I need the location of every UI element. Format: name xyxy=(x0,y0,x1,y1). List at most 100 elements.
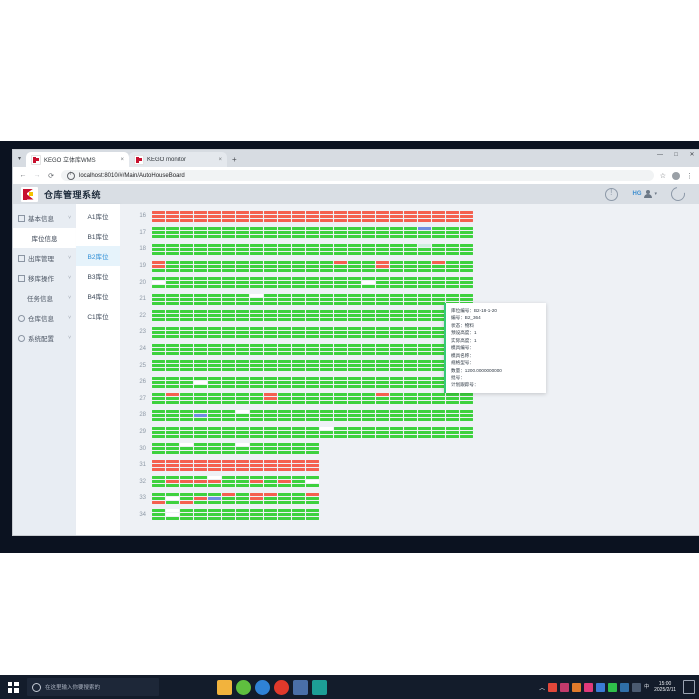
location-cell[interactable] xyxy=(236,476,249,488)
location-bar[interactable] xyxy=(194,301,207,305)
location-bar[interactable] xyxy=(236,443,249,447)
location-bar[interactable] xyxy=(404,397,417,401)
location-bar[interactable] xyxy=(278,509,291,513)
location-bar[interactable] xyxy=(208,318,221,322)
location-bar[interactable] xyxy=(348,268,361,272)
location-bar[interactable] xyxy=(334,334,347,338)
location-cell[interactable] xyxy=(194,376,207,388)
location-bar[interactable] xyxy=(250,401,263,405)
location-bar[interactable] xyxy=(390,368,403,372)
location-bar[interactable] xyxy=(264,368,277,372)
location-cell[interactable] xyxy=(250,243,263,255)
location-bar[interactable] xyxy=(418,214,431,218)
location-bar[interactable] xyxy=(166,277,179,281)
location-bar[interactable] xyxy=(166,480,179,484)
location-bar[interactable] xyxy=(432,301,445,305)
location-cell[interactable] xyxy=(250,260,263,272)
location-cell[interactable] xyxy=(222,210,235,222)
location-cell[interactable] xyxy=(236,409,249,421)
location-cell[interactable] xyxy=(166,492,179,504)
location-cell[interactable] xyxy=(166,360,179,372)
location-bar[interactable] xyxy=(446,218,459,222)
location-cell[interactable] xyxy=(390,210,403,222)
location-bar[interactable] xyxy=(390,384,403,388)
location-cell[interactable] xyxy=(264,426,277,438)
location-cell[interactable] xyxy=(222,326,235,338)
location-bar[interactable] xyxy=(348,281,361,285)
location-bar[interactable] xyxy=(418,434,431,438)
location-cell[interactable] xyxy=(208,492,221,504)
location-bar[interactable] xyxy=(418,285,431,289)
location-bar[interactable] xyxy=(432,310,445,314)
location-bar[interactable] xyxy=(208,260,221,264)
location-cell[interactable] xyxy=(390,293,403,305)
location-cell[interactable] xyxy=(278,476,291,488)
location-bar[interactable] xyxy=(390,260,403,264)
location-bar[interactable] xyxy=(348,260,361,264)
location-bar[interactable] xyxy=(306,397,319,401)
location-bar[interactable] xyxy=(348,247,361,251)
location-bar[interactable] xyxy=(180,376,193,380)
location-bar[interactable] xyxy=(348,417,361,421)
location-bar[interactable] xyxy=(208,231,221,235)
location-bar[interactable] xyxy=(180,247,193,251)
warehouse-board[interactable]: 16 17 18 19 20 21 22 23 24 25 26 27 28 29 30 31 32 33 34 库… xyxy=(120,204,699,535)
submenu-item-a1[interactable]: A1库位 xyxy=(87,214,109,221)
location-bar[interactable] xyxy=(180,380,193,384)
location-bar[interactable] xyxy=(236,517,249,521)
location-cell[interactable] xyxy=(418,277,431,289)
location-bar[interactable] xyxy=(222,368,235,372)
location-bar[interactable] xyxy=(166,218,179,222)
location-bar[interactable] xyxy=(334,351,347,355)
location-bar[interactable] xyxy=(180,301,193,305)
location-bar[interactable] xyxy=(418,297,431,301)
location-bar[interactable] xyxy=(278,218,291,222)
location-bar[interactable] xyxy=(250,459,263,463)
location-bar[interactable] xyxy=(418,293,431,297)
location-bar[interactable] xyxy=(278,496,291,500)
location-cell[interactable] xyxy=(460,426,473,438)
location-bar[interactable] xyxy=(362,227,375,231)
location-bar[interactable] xyxy=(320,334,333,338)
location-bar[interactable] xyxy=(208,413,221,417)
location-bar[interactable] xyxy=(278,285,291,289)
location-bar[interactable] xyxy=(180,467,193,471)
location-cell[interactable] xyxy=(264,310,277,322)
location-bar[interactable] xyxy=(264,517,277,521)
location-bar[interactable] xyxy=(404,310,417,314)
location-bar[interactable] xyxy=(376,417,389,421)
location-cell[interactable] xyxy=(292,476,305,488)
location-cell[interactable] xyxy=(166,459,179,471)
location-bar[interactable] xyxy=(306,235,319,239)
location-bar[interactable] xyxy=(390,434,403,438)
location-bar[interactable] xyxy=(306,285,319,289)
location-cell[interactable] xyxy=(180,310,193,322)
location-cell[interactable] xyxy=(236,326,249,338)
location-bar[interactable] xyxy=(152,247,165,251)
location-bar[interactable] xyxy=(152,227,165,231)
location-bar[interactable] xyxy=(292,409,305,413)
location-cell[interactable] xyxy=(166,476,179,488)
location-bar[interactable] xyxy=(278,397,291,401)
location-bar[interactable] xyxy=(418,380,431,384)
location-bar[interactable] xyxy=(166,496,179,500)
location-bar[interactable] xyxy=(432,380,445,384)
location-bar[interactable] xyxy=(306,343,319,347)
location-cell[interactable] xyxy=(460,409,473,421)
location-bar[interactable] xyxy=(278,368,291,372)
location-cell[interactable] xyxy=(306,476,319,488)
location-cell[interactable] xyxy=(236,360,249,372)
location-cell[interactable] xyxy=(250,326,263,338)
location-bar[interactable] xyxy=(362,277,375,281)
location-bar[interactable] xyxy=(152,492,165,496)
location-bar[interactable] xyxy=(390,326,403,330)
location-bar[interactable] xyxy=(362,264,375,268)
location-bar[interactable] xyxy=(194,417,207,421)
location-bar[interactable] xyxy=(194,218,207,222)
location-bar[interactable] xyxy=(362,235,375,239)
location-bar[interactable] xyxy=(376,364,389,368)
location-cell[interactable] xyxy=(348,426,361,438)
location-bar[interactable] xyxy=(418,301,431,305)
location-bar[interactable] xyxy=(404,334,417,338)
location-bar[interactable] xyxy=(250,364,263,368)
